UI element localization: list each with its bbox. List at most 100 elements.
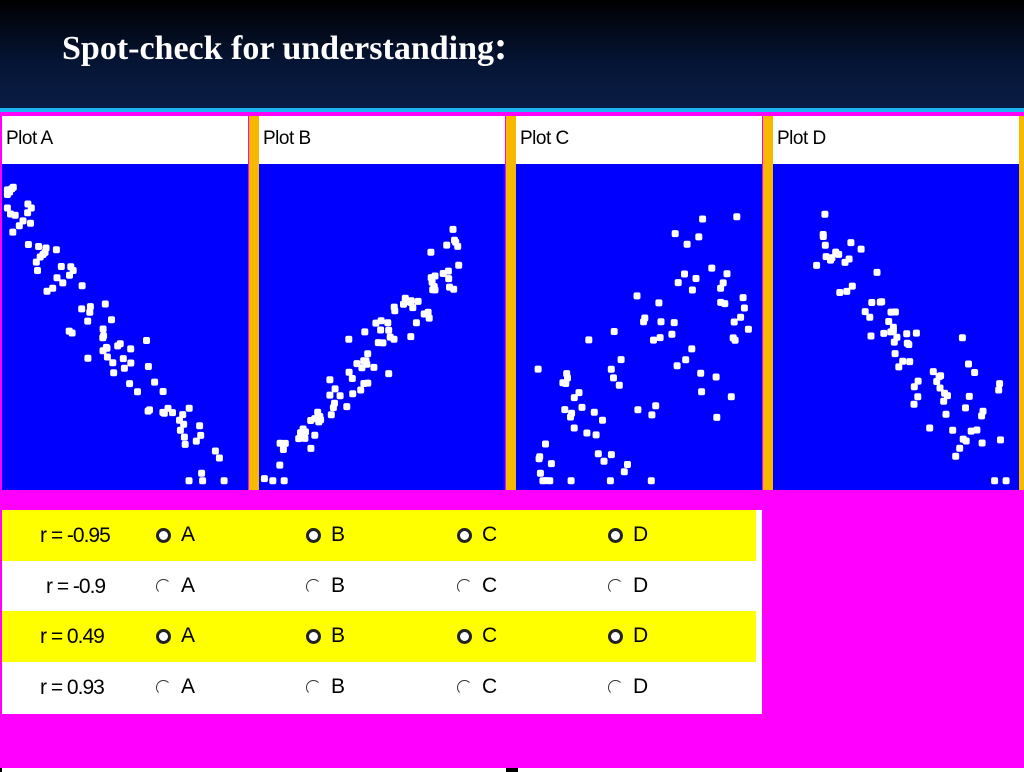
plot-b-panel: Plot B: [259, 116, 505, 490]
radio-option-a[interactable]: A: [156, 573, 195, 599]
radio-option-d[interactable]: D: [608, 522, 648, 548]
scatter-point: [84, 354, 92, 362]
scatter-point: [599, 416, 606, 424]
scatter-point: [697, 369, 705, 377]
radio-button[interactable]: [608, 578, 623, 594]
scatter-point: [655, 299, 663, 307]
radio-option-b[interactable]: B: [306, 573, 345, 599]
plot-c-area: [516, 164, 762, 490]
scatter-point: [848, 282, 856, 290]
scatter-point: [583, 429, 591, 437]
bottom-panel-edge: [2, 768, 506, 772]
radio-option-a[interactable]: A: [156, 623, 195, 649]
radio-option-c[interactable]: C: [457, 674, 497, 700]
radio-option-b[interactable]: B: [306, 522, 345, 548]
scatter-point: [542, 440, 549, 448]
scatter-point: [109, 359, 117, 367]
scatter-point: [370, 363, 378, 371]
scatter-point: [965, 392, 973, 400]
applet-window: Plot A Plot B Plot C Plot D r = -0.95 A B C…: [0, 108, 1024, 772]
scatter-point: [647, 477, 655, 485]
scatter-point: [670, 319, 678, 327]
scatter-point: [821, 241, 829, 249]
plot-separator: [763, 116, 773, 490]
radio-button[interactable]: [306, 578, 321, 594]
scatter-point: [126, 380, 134, 388]
radio-option-b[interactable]: B: [306, 674, 345, 700]
scatter-point: [813, 261, 821, 269]
choice-label: A: [181, 523, 195, 546]
scatter-point: [185, 404, 193, 412]
scatter-point: [727, 393, 735, 401]
radio-option-c[interactable]: C: [457, 522, 497, 548]
scatter-point: [314, 408, 322, 416]
choice-label: D: [633, 574, 648, 597]
scatter-point: [108, 316, 115, 324]
radio-button[interactable]: [156, 527, 171, 543]
scatter-point: [633, 292, 641, 300]
radio-option-a[interactable]: A: [156, 522, 195, 548]
radio-button[interactable]: [608, 679, 623, 695]
radio-button[interactable]: [457, 527, 472, 543]
radio-option-c[interactable]: C: [457, 623, 497, 649]
radio-button[interactable]: [156, 578, 171, 594]
scatter-point: [893, 333, 901, 341]
radio-option-c[interactable]: C: [457, 573, 497, 599]
scatter-point: [652, 402, 660, 410]
radio-button[interactable]: [306, 679, 321, 695]
choice-label: D: [633, 675, 648, 698]
scatter-point: [712, 373, 720, 381]
scatter-point: [297, 429, 304, 437]
radio-option-d[interactable]: D: [608, 623, 648, 649]
radio-option-d[interactable]: D: [608, 674, 648, 700]
scatter-point: [180, 420, 188, 428]
radio-button[interactable]: [156, 628, 171, 644]
scatter-point: [941, 389, 949, 397]
scatter-point: [160, 409, 168, 417]
choice-label: B: [331, 523, 345, 546]
scatter-point: [198, 469, 206, 477]
scatter-point: [99, 325, 107, 333]
radio-button[interactable]: [306, 527, 321, 543]
scatter-point: [997, 436, 1004, 444]
radio-button[interactable]: [306, 628, 321, 644]
scatter-point: [199, 477, 207, 485]
scatter-point: [903, 339, 911, 347]
scatter-point: [27, 219, 34, 227]
scatter-point: [692, 275, 700, 282]
scatter-point: [400, 300, 407, 308]
scatter-point: [159, 388, 167, 395]
scatter-point: [713, 413, 721, 421]
scatter-point: [878, 298, 886, 306]
radio-button[interactable]: [156, 679, 171, 695]
scatter-point: [1002, 477, 1010, 485]
scatter-point: [699, 215, 707, 223]
choice-label: D: [633, 523, 648, 546]
radio-option-a[interactable]: A: [156, 674, 195, 700]
scatter-point: [688, 345, 696, 353]
radio-option-d[interactable]: D: [608, 573, 648, 599]
scatter-point: [179, 411, 187, 419]
radio-button[interactable]: [457, 628, 472, 644]
radio-button[interactable]: [608, 628, 623, 644]
scatter-point: [910, 400, 918, 408]
scatter-point: [688, 286, 696, 294]
scatter-point: [698, 388, 706, 396]
scatter-point: [995, 386, 1003, 394]
scatter-point: [744, 325, 752, 333]
scatter-point: [279, 446, 287, 453]
scatter-point: [991, 477, 999, 485]
scatter-point: [357, 386, 365, 394]
scatter-point: [570, 394, 578, 402]
scatter-point: [24, 241, 32, 248]
radio-option-b[interactable]: B: [306, 623, 345, 649]
plot-d-scatter: [813, 210, 1010, 485]
scatter-point: [843, 287, 851, 295]
radio-button[interactable]: [457, 578, 472, 594]
scatter-point: [861, 308, 869, 316]
scatter-point: [914, 377, 922, 385]
radio-button[interactable]: [608, 527, 623, 543]
scatter-point: [59, 279, 67, 287]
radio-button[interactable]: [457, 679, 472, 695]
scatter-point: [311, 415, 319, 423]
